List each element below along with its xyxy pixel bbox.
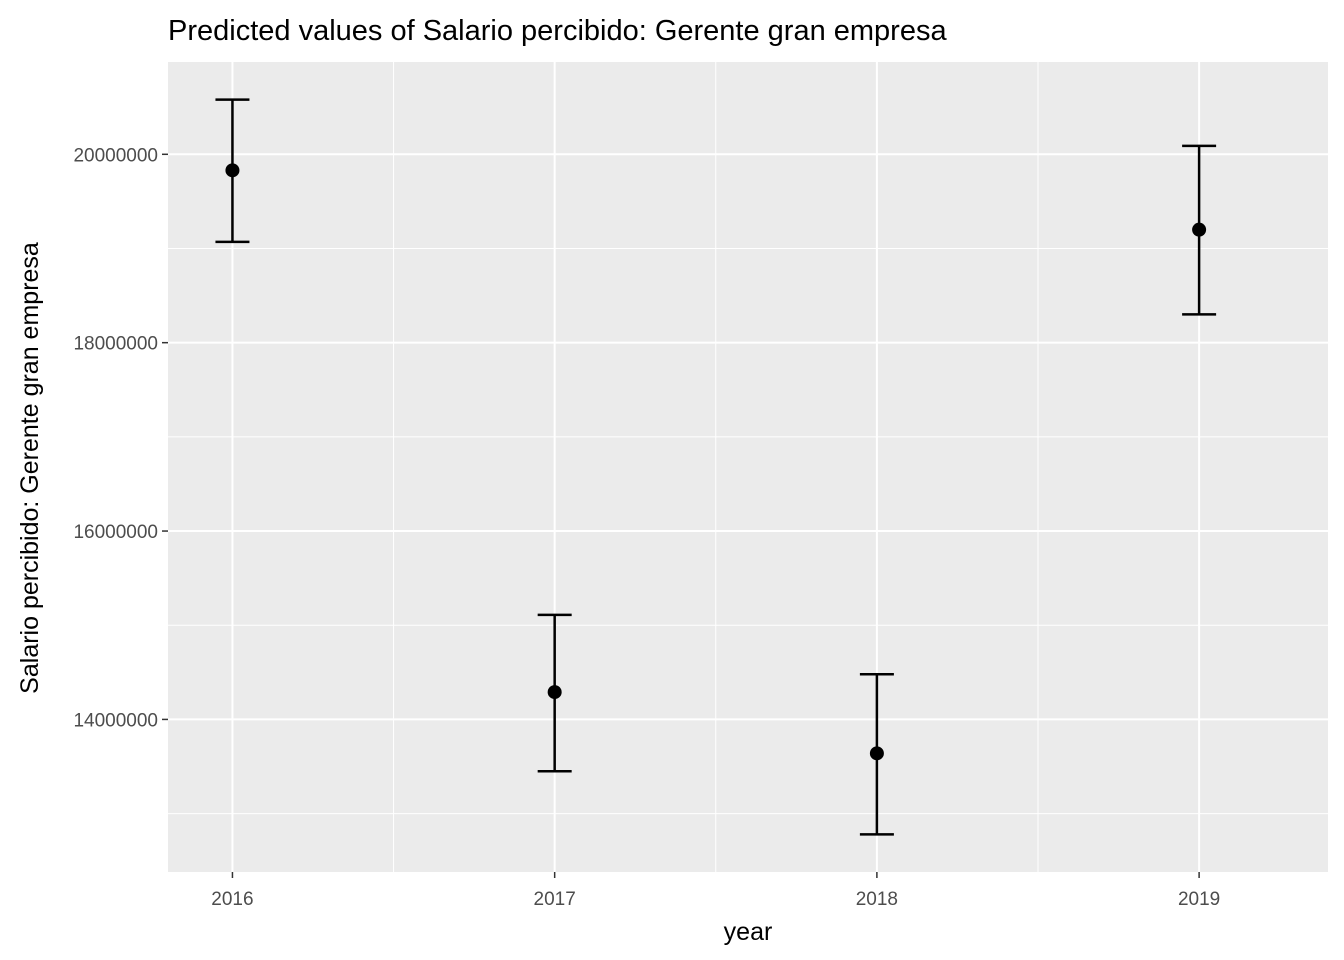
x-tick-label: 2016 [211, 889, 253, 910]
grid-minor [168, 62, 1328, 872]
data-point-2019 [1192, 222, 1207, 237]
y-tick-label: 20000000 [73, 145, 158, 166]
x-tick-label: 2019 [1178, 889, 1220, 910]
x-axis-title: year [724, 918, 773, 946]
y-axis-title: Salario percibido: Gerente gran empresa [16, 242, 44, 694]
data-marks [215, 98, 1217, 836]
y-tick-label: 14000000 [73, 710, 158, 731]
x-tick-label: 2018 [856, 889, 898, 910]
data-point-2016 [225, 163, 240, 178]
chart-title: Predicted values of Salario percibido: G… [168, 15, 947, 47]
x-axis: 2016 2017 2018 2019 [211, 872, 1220, 910]
plot-panel [168, 62, 1328, 872]
y-axis: 14000000 16000000 18000000 20000000 [73, 145, 168, 731]
y-tick-label: 18000000 [73, 334, 158, 355]
data-point-2018 [869, 746, 884, 761]
x-tick-label: 2017 [534, 889, 576, 910]
y-tick-label: 16000000 [73, 522, 158, 543]
data-point-2017 [547, 685, 562, 700]
